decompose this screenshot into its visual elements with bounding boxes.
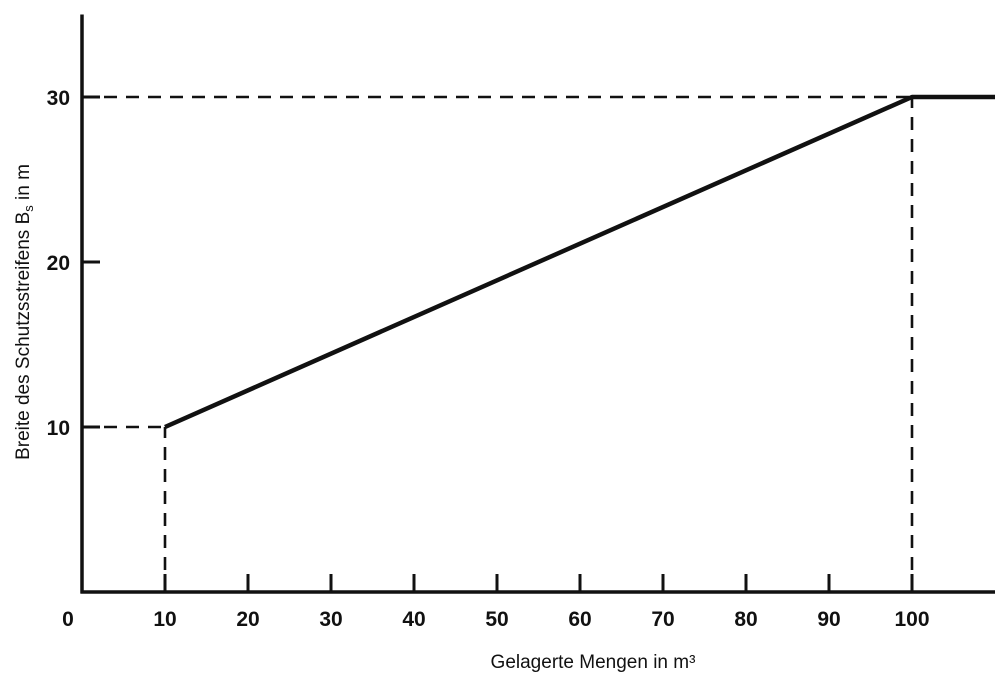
x-tick-label-40: 40 [402, 608, 425, 631]
y-axis-title: Breite des Schutzsstreifens Bs in m [13, 164, 36, 460]
y-tick-label-10: 10 [47, 417, 70, 440]
x-axis-title: Gelagerte Mengen in m³ [491, 652, 696, 673]
series [164, 94, 995, 430]
x-origin-label: 0 [62, 608, 74, 631]
x-tick-label-10: 10 [153, 608, 176, 631]
x-tick-label-80: 80 [734, 608, 757, 631]
x-tick-label-30: 30 [319, 608, 342, 631]
y-axis-title-tail: in m [13, 164, 34, 205]
y-axis-title-main: Breite des Schutzsstreifens B [13, 212, 34, 460]
y-tick-label-30: 30 [47, 87, 70, 110]
y-tick-label-20: 20 [47, 252, 70, 275]
x-tick-label-70: 70 [651, 608, 674, 631]
x-tick-label-100: 100 [894, 608, 929, 631]
reference-lines [82, 95, 914, 592]
x-tick-label-60: 60 [568, 608, 591, 631]
series-line-0 [164, 94, 995, 430]
axes [80, 14, 995, 594]
x-tick-label-20: 20 [236, 608, 259, 631]
ticks: 10 20 30 40 50 60 70 80 90 100 0 10 20 30 [47, 87, 930, 631]
x-tick-label-90: 90 [817, 608, 840, 631]
y-axis-title-sub: s [21, 205, 36, 212]
x-tick-label-50: 50 [485, 608, 508, 631]
